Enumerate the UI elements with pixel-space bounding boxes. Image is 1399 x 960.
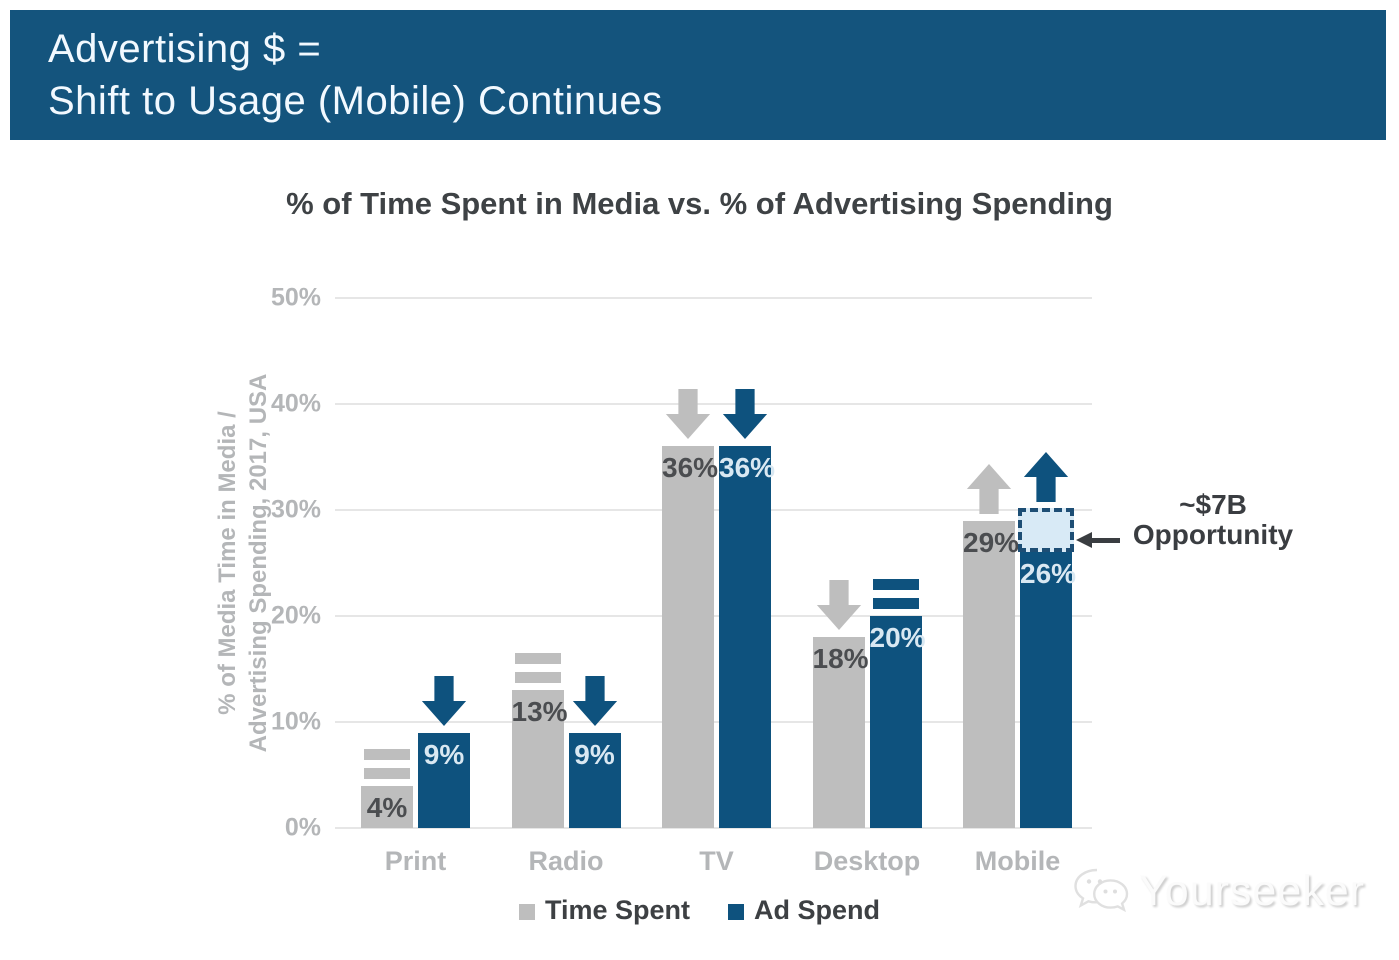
arrow-head [1076, 532, 1092, 548]
opportunity-gap-box [1018, 508, 1074, 553]
ytick-50%: 50% [270, 283, 321, 312]
y-axis-label-line1: % of Media Time in Media / [214, 411, 241, 715]
legend-label-time-spent: Time Spent [544, 895, 691, 925]
bar-print-time-spent: 4% [361, 785, 413, 828]
trend-down-icon [665, 389, 711, 440]
category-label-desktop: Desktop [813, 846, 921, 876]
annotation-value: ~$7B [1179, 489, 1247, 520]
legend-item-ad-spend: Ad Spend [728, 895, 880, 926]
time-spent-swatch [518, 903, 535, 920]
category-label-radio: Radio [528, 846, 604, 876]
annotation-left-arrow-icon [1076, 532, 1120, 548]
trend-up-icon [1023, 452, 1069, 502]
annotation-text: ~$7B Opportunity [1122, 490, 1304, 550]
gridline-0% [335, 827, 1092, 829]
bar-tv-time-spent: 36% [662, 446, 719, 828]
bar-value-label: 20% [869, 622, 926, 653]
bar-desktop-ad-spend: 20% [869, 616, 926, 828]
ytick-40%: 40% [270, 389, 321, 418]
ad-spend-swatch [728, 903, 745, 920]
header-title-line2: Shift to Usage (Mobile) Continues [48, 79, 663, 123]
gridline-50% [335, 297, 1092, 299]
trend-down-icon [816, 580, 862, 631]
legend: Time Spent Ad Spend [0, 895, 1399, 926]
plot-area: 0% 10% 20% 30% 40% 50% 4% 9% Print 13% 9% Radio 36% 3… [271, 284, 1092, 876]
trend-down-icon [722, 389, 768, 440]
legend-item-time-spent: Time Spent [518, 895, 691, 926]
trend-down-icon [421, 675, 467, 726]
category-label-mobile: Mobile [974, 846, 1061, 876]
chart-title: % of Time Spent in Media vs. % of Advert… [286, 186, 1113, 221]
trend-up-icon [966, 463, 1012, 514]
bar-value-label: 4% [366, 791, 408, 823]
header-banner: Advertising $ = Shift to Usage (Mobile) … [10, 10, 1386, 140]
legend-label-ad-spend: Ad Spend [754, 895, 881, 925]
trend-flat-icon [514, 653, 561, 684]
bar-radio-time-spent: 13% [511, 690, 568, 828]
y-axis-label-line2: Advertising Spending, 2017, USA [245, 373, 272, 753]
bar-mobile-time-spent: 29% [963, 520, 1020, 828]
trend-flat-icon [364, 748, 410, 779]
bar-value-label: 9% [574, 738, 615, 770]
bar-value-label: 18% [812, 643, 869, 675]
category-label-print: Print [384, 846, 447, 876]
bar-radio-ad-spend: 9% [568, 732, 621, 828]
ytick-30%: 30% [270, 495, 321, 524]
header-title-line1: Advertising $ = [48, 27, 322, 71]
ytick-20%: 20% [270, 601, 321, 630]
trend-flat-icon [872, 579, 919, 609]
ytick-0%: 0% [284, 813, 321, 842]
ytick-10%: 10% [270, 707, 321, 736]
bar-value-label: 13% [511, 696, 568, 728]
bar-value-label: 36% [662, 452, 719, 484]
watermark: Yourseeker [1071, 866, 1365, 916]
watermark-text: Yourseeker [1139, 866, 1365, 915]
bar-print-ad-spend: 9% [418, 732, 470, 828]
bar-value-label: 29% [963, 526, 1020, 558]
category-label-tv: TV [699, 846, 734, 876]
bar-value-label: 26% [1020, 558, 1077, 590]
bar-value-label: 36% [719, 452, 776, 484]
trend-down-icon [572, 675, 618, 726]
arrow-line [1092, 537, 1120, 543]
chat-bubbles-icon [1074, 868, 1129, 913]
bar-value-label: 9% [423, 738, 465, 770]
annotation-label: Opportunity [1132, 519, 1294, 550]
gridline-40% [335, 403, 1092, 405]
y-axis-label: % of Media Time in Media / Advertising S… [212, 374, 274, 753]
bar-desktop-time-spent: 18% [812, 637, 869, 828]
bar-mobile-ad-spend: 26% [1020, 552, 1077, 828]
bar-tv-ad-spend: 36% [719, 446, 776, 828]
